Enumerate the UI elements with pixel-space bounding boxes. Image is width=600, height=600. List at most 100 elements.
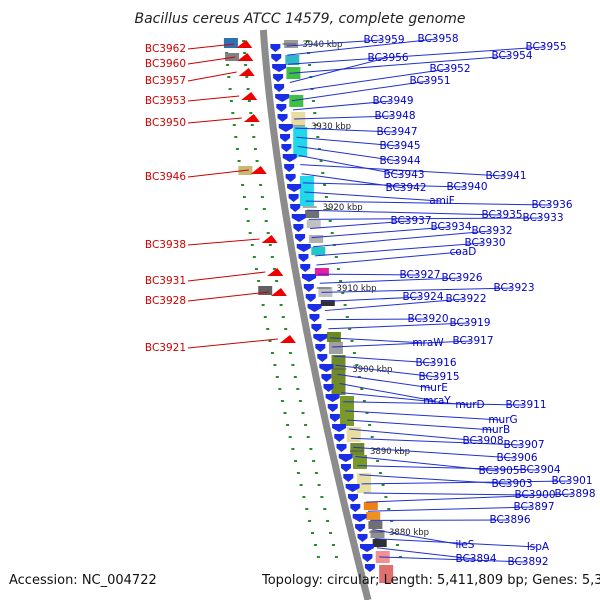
gene-label-bc3923[interactable]: BC3923 [493, 282, 534, 294]
plus-gene-arrow[interactable] [341, 464, 352, 472]
plus-gene-arrow[interactable] [334, 434, 345, 442]
gene-label-bc3956[interactable]: BC3956 [367, 52, 408, 64]
plus-gene-arrow[interactable] [291, 214, 306, 222]
gene-label-bc3897[interactable]: BC3897 [513, 501, 554, 513]
plus-gene-arrow[interactable] [270, 44, 281, 52]
gene-label-bc3950[interactable]: BC3950 [145, 117, 186, 129]
plus-gene-arrow[interactable] [357, 534, 368, 542]
plus-gene-arrow[interactable] [307, 304, 322, 312]
gene-label-bc3911[interactable]: BC3911 [505, 399, 546, 411]
gene-label-bc3921[interactable]: BC3921 [145, 342, 186, 354]
plus-gene-arrow[interactable] [362, 554, 373, 562]
plus-gene-arrow[interactable] [296, 244, 311, 252]
gene-label-bc3904[interactable]: BC3904 [519, 464, 560, 476]
plus-gene-arrow[interactable] [359, 544, 374, 552]
minus-gene-arrow[interactable] [250, 166, 267, 174]
plus-gene-arrow[interactable] [338, 454, 353, 462]
plus-gene-arrow[interactable] [275, 94, 290, 102]
gene-label-mure[interactable]: murE [420, 382, 448, 394]
plus-gene-arrow[interactable] [321, 374, 332, 382]
gene-label-bc3936[interactable]: BC3936 [531, 199, 572, 211]
gene-label-bc3919[interactable]: BC3919 [449, 317, 490, 329]
plus-gene-arrow[interactable] [271, 54, 282, 62]
gene-label-amif[interactable]: amiF [429, 195, 455, 207]
gene-label-murb[interactable]: murB [482, 424, 510, 436]
gene-label-bc3932[interactable]: BC3932 [471, 225, 512, 237]
plus-gene-arrow[interactable] [313, 334, 328, 342]
gene-label-bc3908[interactable]: BC3908 [462, 435, 503, 447]
minus-gene-arrow[interactable] [241, 92, 258, 100]
gene-label-mraw[interactable]: mraW [412, 337, 444, 349]
gene-label-bc3958[interactable]: BC3958 [417, 33, 458, 45]
gene-label-bc3933[interactable]: BC3933 [522, 212, 563, 224]
plus-gene-arrow[interactable] [329, 414, 340, 422]
minus-gene-arrow[interactable] [236, 40, 253, 48]
plus-gene-arrow[interactable] [302, 274, 317, 282]
minus-gene-arrow[interactable] [261, 235, 278, 243]
plus-gene-arrow[interactable] [323, 384, 334, 392]
plus-gene-arrow[interactable] [332, 424, 347, 432]
gene-label-bc3894[interactable]: BC3894 [455, 553, 496, 565]
gene-labels[interactable]: BC3962 BC3960 BC3957 BC3953 BC3950 BC3946 BC39… [145, 33, 596, 568]
gene-label-bc3906[interactable]: BC3906 [496, 452, 537, 464]
plus-gene-arrow[interactable] [305, 294, 316, 302]
gene-label-bc3926[interactable]: BC3926 [441, 272, 482, 284]
plus-gene-arrow[interactable] [309, 314, 320, 322]
plus-gene-arrow[interactable] [350, 504, 361, 512]
gene-label-bc3931[interactable]: BC3931 [145, 275, 186, 287]
minus-gene-arrow[interactable] [267, 268, 284, 276]
gene-label-mray[interactable]: mraY [423, 395, 451, 407]
gene-label-bc3941[interactable]: BC3941 [485, 170, 526, 182]
plus-gene-arrow[interactable] [273, 74, 284, 82]
plus-gene-arrow[interactable] [277, 114, 288, 122]
plus-gene-arrow[interactable] [352, 514, 367, 522]
gene-label-bc3927[interactable]: BC3927 [399, 269, 440, 281]
gene-label-bc3905[interactable]: BC3905 [478, 465, 519, 477]
plus-gene-arrow[interactable] [355, 524, 366, 532]
plus-gene-arrow[interactable] [288, 194, 299, 202]
plus-gene-arrow[interactable] [327, 404, 338, 412]
plus-gene-arrow[interactable] [347, 494, 358, 502]
gene-label-bc3957[interactable]: BC3957 [145, 75, 186, 87]
plus-gene-arrow[interactable] [319, 364, 334, 372]
plus-gene-arrow[interactable] [293, 224, 304, 232]
gene-label-bc3951[interactable]: BC3951 [409, 75, 450, 87]
gene-label-bc3915[interactable]: BC3915 [418, 371, 459, 383]
gene-label-bc3935[interactable]: BC3935 [481, 209, 522, 221]
minus-gene-arrow[interactable] [237, 53, 254, 61]
gene-label-bc3955[interactable]: BC3955 [525, 41, 566, 53]
gene-label-bc3959[interactable]: BC3959 [363, 34, 404, 46]
gene-label-bc3922[interactable]: BC3922 [445, 293, 486, 305]
gene-label-bc3898[interactable]: BC3898 [554, 488, 595, 500]
gene-label-bc3960[interactable]: BC3960 [145, 58, 186, 70]
gene-label-bc3944[interactable]: BC3944 [379, 155, 420, 167]
gene-label-coad[interactable]: coaD [450, 246, 477, 258]
plus-gene-arrow[interactable] [278, 124, 293, 132]
plus-gene-arrow[interactable] [311, 324, 322, 332]
plus-gene-arrow[interactable] [274, 84, 285, 92]
gene-label-bc3953[interactable]: BC3953 [145, 95, 186, 107]
gene-label-bc3903[interactable]: BC3903 [491, 478, 532, 490]
gene-label-bc3900[interactable]: BC3900 [514, 489, 555, 501]
gene-label-lspa[interactable]: lspA [527, 541, 550, 553]
gene-label-bc3943[interactable]: BC3943 [383, 169, 424, 181]
plus-gene-arrow[interactable] [345, 484, 360, 492]
gene-label-bc3937[interactable]: BC3937 [390, 215, 431, 227]
gene-label-bc3949[interactable]: BC3949 [372, 95, 413, 107]
gene-label-bc3924[interactable]: BC3924 [402, 291, 443, 303]
plus-gene-arrow[interactable] [317, 354, 328, 362]
gene-label-bc3942[interactable]: BC3942 [385, 182, 426, 194]
plus-gene-arrow[interactable] [280, 134, 291, 142]
gene-label-bc3920[interactable]: BC3920 [407, 313, 448, 325]
gene-label-murd[interactable]: murD [455, 399, 484, 411]
plus-gene-arrow[interactable] [272, 64, 287, 72]
gene-label-bc3947[interactable]: BC3947 [376, 126, 417, 138]
plus-gene-arrow[interactable] [364, 564, 375, 572]
gene-label-bc3896[interactable]: BC3896 [489, 514, 530, 526]
gene-label-iles[interactable]: ileS [456, 539, 475, 551]
gene-label-bc3892[interactable]: BC3892 [507, 556, 548, 568]
plus-gene-arrow[interactable] [325, 394, 340, 402]
plus-gene-arrow[interactable] [284, 164, 295, 172]
minus-strand-genes[interactable] [236, 40, 296, 343]
